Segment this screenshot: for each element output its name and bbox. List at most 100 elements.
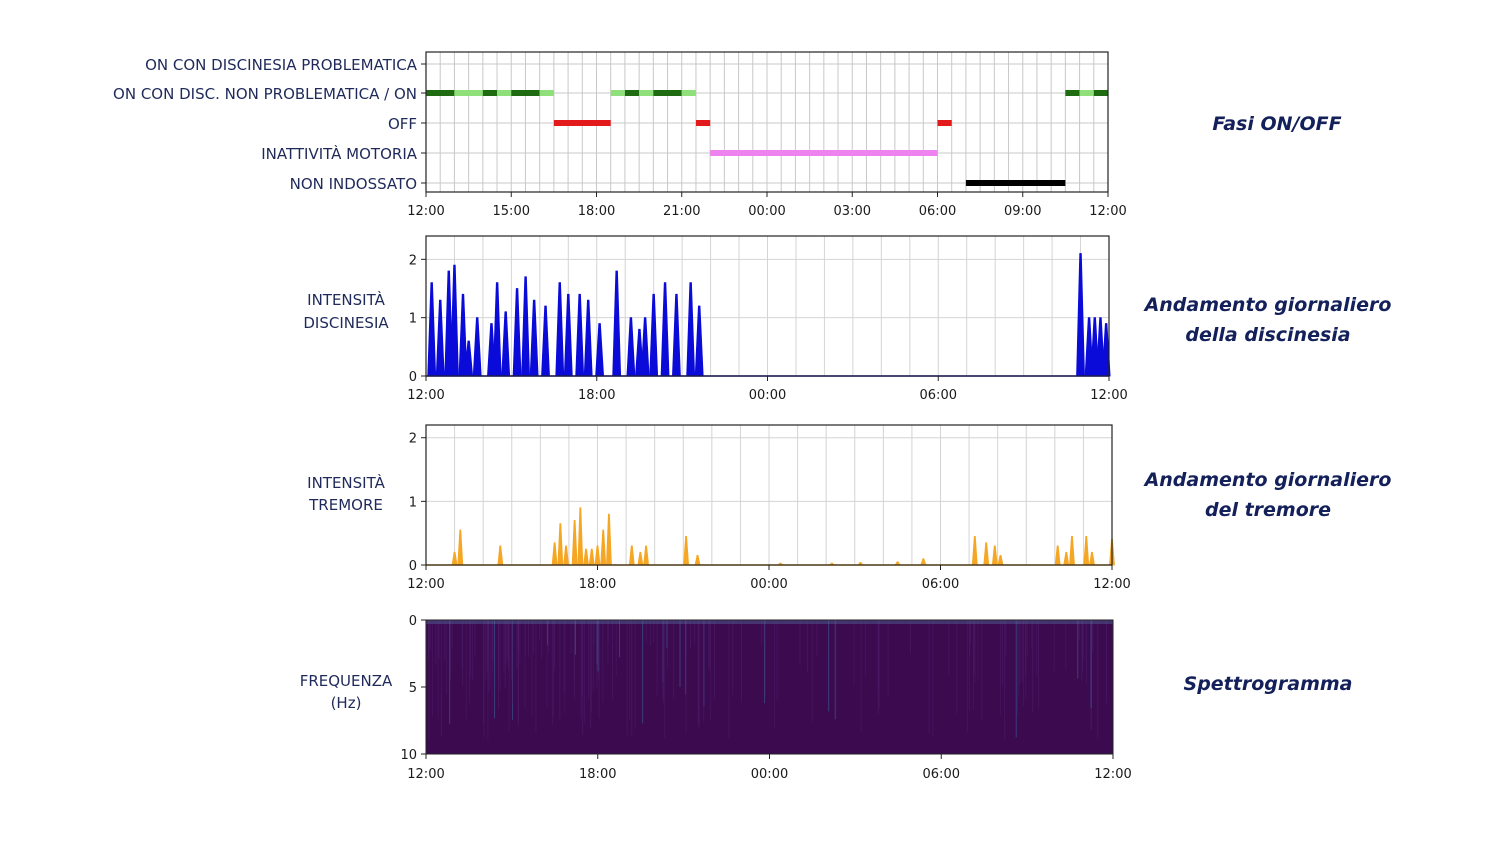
tremor-chart: 0 1 2 12:00 18:00 00:00 06:00 12:00 [407,424,1131,592]
tremor-ytick-label: 2 [409,432,417,447]
spectrogram-stripe [761,620,763,645]
spectrogram-stripe [573,620,575,700]
spectrogram-stripe [564,620,566,714]
tremor-xtick-label: 00:00 [750,577,787,592]
spectrogram-stripe [1106,620,1108,704]
spectrogram-stripe [559,620,561,720]
spectrogram-stripe [631,620,633,736]
spectrogram-stripe [428,620,430,739]
tremor-peak [1089,551,1095,566]
spectrogram-stripe [708,620,710,669]
spectrogram-stripe [449,620,451,724]
spectrogram-xtick-label: 12:00 [1094,767,1131,782]
phases-segment [1065,90,1080,96]
spectrogram-stripe [592,620,594,693]
spectrogram-stripe [1025,620,1027,676]
tremor-peak [1083,535,1090,566]
spectrogram-stripe [491,620,493,673]
spectrogram-stripe [499,620,501,690]
spectrogram-stripe [806,620,808,673]
spectrogram-stripe [524,620,526,655]
spectrogram-stripe [811,620,813,722]
dyskinesia-peak [626,317,636,377]
spectrogram-stripe [910,620,912,654]
spectrogram-stripe [1026,620,1028,657]
tremor-peak [457,529,464,566]
spectrogram-ytick-label: 5 [409,681,417,696]
spectrogram-stripe [834,620,836,720]
tremor-peak [991,545,998,566]
phases-xtick-label: 09:00 [1004,204,1041,219]
dyskinesia-ytick-label: 0 [409,370,417,385]
spectrogram-stripe [969,620,971,658]
spectrogram-stripe [1002,620,1004,686]
spectrogram-stripe [437,620,439,720]
dyskinesia-peak [672,293,681,377]
spectrogram-stripe [597,620,599,672]
tremor-xtick-label: 12:00 [1093,577,1130,592]
spectrogram-stripe [667,620,669,670]
spectrogram-stripe [1017,620,1019,716]
dyskinesia-peak [563,293,573,377]
spectrogram-stripe [828,620,830,712]
spectrogram-stripe [427,620,429,661]
spectrogram-stripe [462,620,464,687]
spectrogram-xtick-label: 00:00 [751,767,788,782]
spectrogram-stripe [1019,620,1021,685]
spectrogram-stripe [1037,620,1039,708]
dyskinesia-peak [694,305,704,377]
spectrogram-stripe [426,620,428,686]
phases-xtick-label: 21:00 [663,204,700,219]
spectrogram-stripe [503,620,505,674]
spectrogram-stripe [554,620,556,671]
dyskinesia-peak [660,282,670,377]
spectrogram-stripe [666,620,668,649]
spectrogram-stripe [1077,620,1079,679]
phases-segment [653,90,682,96]
spectrogram-stripe [928,620,930,734]
tremor-peak [1069,535,1075,566]
phases-segment [482,90,498,96]
spectrogram-stripe [583,620,585,724]
spectrogram-stripe [487,620,489,740]
spectrogram-stripe [1091,620,1093,730]
spectrogram-stripe [438,620,440,659]
spectrogram-stripe [713,620,715,699]
spectrogram-stripe [482,620,484,724]
spectrogram-stripe [563,620,565,694]
spectrogram-stripe [634,620,636,729]
spectrogram-stripe [465,620,467,720]
tremor-peak [451,551,458,566]
spectrogram-ylabel-line2: (Hz) [331,694,362,712]
spectrogram-stripe [488,620,490,693]
spectrogram-ylabel-line1: FREQUENZA [300,672,393,690]
dyskinesia-peak [501,311,511,377]
spectrogram-stripe [865,620,867,677]
dyskinesia-peak [1076,253,1085,377]
spectrogram-stripe [1005,620,1007,655]
spectrogram-stripe [860,620,862,732]
spectrogram-stripe [693,620,695,644]
spectrogram-stripe [589,620,591,729]
spectrogram-stripe [596,620,598,689]
spectrogram-stripe [1018,620,1020,698]
spectrogram-stripe [649,620,651,646]
spectrogram-stripe [570,620,572,654]
phases-category-label: NON INDOSSATO [290,175,417,193]
spectrogram-stripe [582,620,584,736]
tremor-peak [571,520,578,566]
tremor-peak [606,513,612,566]
spectrogram-xtick-label: 18:00 [579,767,616,782]
spectrogram-stripe [541,620,543,659]
phases-chart: ON CON DISCINESIA PROBLEMATICA ON CON DIS… [113,51,1127,219]
spectrogram-stripe [511,620,513,705]
spectrogram-stripe [531,620,533,718]
spectrogram-stripe [710,620,712,721]
phases-segment [695,120,711,126]
spectrogram-stripe [507,620,509,666]
dyskinesia-peak [512,288,522,377]
spectrogram-stripe [629,620,631,720]
spectrogram-stripe [511,620,513,680]
spectrogram-stripe [773,620,775,729]
spectrogram-stripe [548,620,550,653]
